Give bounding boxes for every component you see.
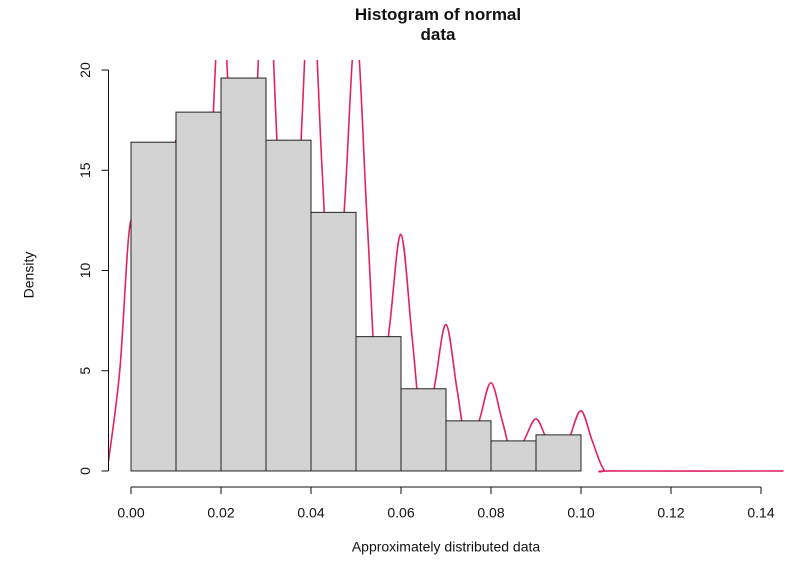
y-tick-label: 20 <box>77 62 93 78</box>
bar <box>175 111 222 472</box>
x-tick-label: 0.10 <box>567 505 594 521</box>
bar <box>355 336 402 472</box>
y-tick-label: 15 <box>77 162 93 178</box>
x-tick-label: 0.02 <box>207 505 234 521</box>
y-tick-label: 0 <box>77 467 93 475</box>
x-tick-label: 0.04 <box>297 505 324 521</box>
y-tick-label: 10 <box>77 262 93 278</box>
bar <box>535 434 582 472</box>
y-tick-label: 5 <box>77 367 93 375</box>
bar <box>310 211 357 472</box>
chart-title: Histogram of normal data <box>354 5 522 44</box>
bar <box>265 139 312 472</box>
bar <box>445 420 492 472</box>
bar <box>490 440 537 472</box>
x-tick-label: 0.06 <box>387 505 414 521</box>
x-tick-label: 0.08 <box>477 505 504 521</box>
bar <box>400 388 447 472</box>
x-axis-label: Approximately distributed data <box>352 539 541 555</box>
x-tick-label: 0.12 <box>657 505 684 521</box>
bar <box>130 141 177 472</box>
x-tick-label: 0.14 <box>747 505 774 521</box>
y-axis-label: Density <box>21 252 37 299</box>
x-tick-label: 0.00 <box>117 505 144 521</box>
bar <box>220 77 267 472</box>
